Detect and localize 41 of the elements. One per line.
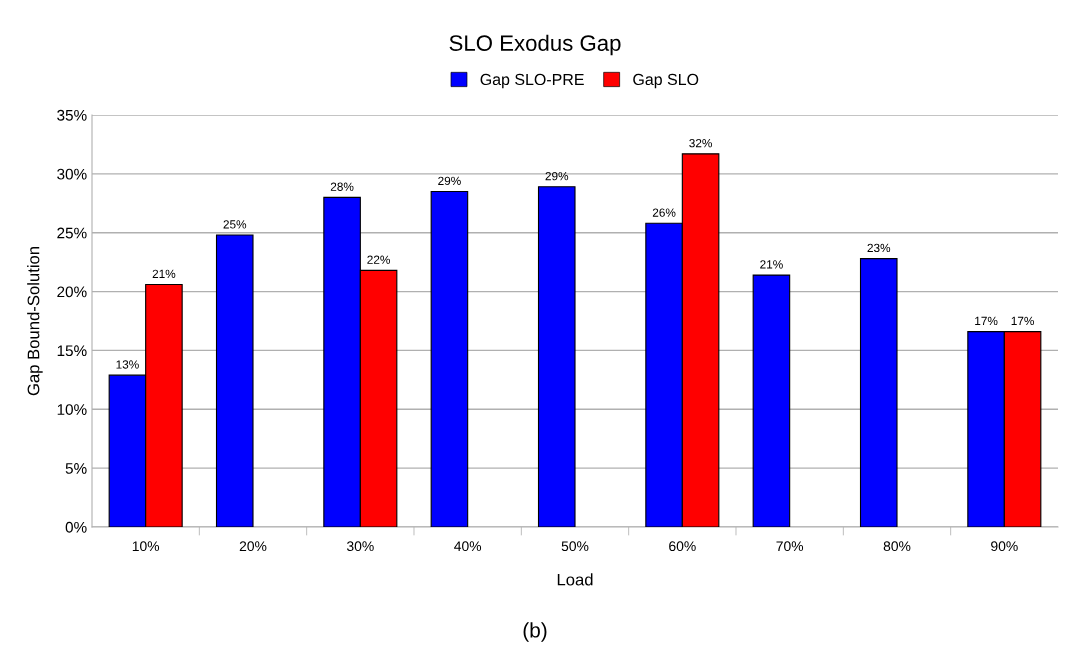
x-tick-label: 30% [346,541,374,552]
x-axis-title: Load [557,573,593,586]
y-tick-label: 25% [57,227,87,239]
data-label: 28% [330,182,354,191]
legend-label: Gap SLO-PRE [480,73,584,89]
data-label: 13% [116,360,139,369]
bar [215,234,254,527]
bar [430,190,469,527]
data-label: 17% [975,316,998,326]
y-tick-label: 15% [57,345,87,357]
x-tick-label: 20% [239,541,267,552]
chart-title: SLO Exodus Gap [449,34,621,56]
data-label: 26% [652,208,676,217]
x-tick-label: 10% [132,541,160,552]
y-axis-title: Gap Bound-Solution [27,247,43,396]
y-tick-label: 10% [57,404,87,415]
data-label: 23% [867,243,891,253]
data-label: 29% [438,176,461,186]
x-tick-label: 60% [669,541,696,552]
legend-label: Gap SLO [633,73,699,89]
y-tick-label: 35% [57,109,87,121]
data-label: 21% [152,269,176,278]
x-tick-label: 80% [883,541,911,552]
data-label: 17% [1011,316,1034,326]
y-tick-label: 30% [57,168,87,180]
data-label: 22% [367,255,390,264]
data-label: 25% [223,220,247,229]
x-tick-label: 70% [776,541,804,552]
text: (b) [523,622,547,642]
y-tick-label: 20% [57,286,87,298]
bar [537,186,576,527]
y-tick-label: 5% [65,463,87,474]
y-tick-label: 0% [65,521,87,533]
bar [859,258,898,527]
x-tick-label: 90% [991,541,1018,552]
x-tick-label: 50% [561,541,589,552]
data-label: 29% [545,171,569,181]
data-label: 32% [689,138,712,148]
bar [752,274,791,527]
data-label: 21% [760,260,783,269]
x-tick-label: 40% [454,541,482,552]
